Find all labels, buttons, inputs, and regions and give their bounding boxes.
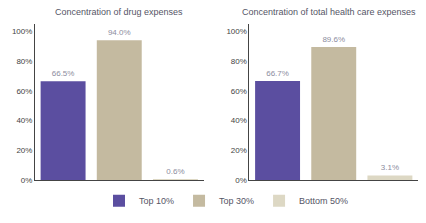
svg-text:Concentration of drug expenses: Concentration of drug expenses: [55, 7, 183, 17]
svg-text:60%: 60%: [231, 87, 247, 96]
svg-text:80%: 80%: [231, 57, 247, 66]
svg-text:80%: 80%: [16, 57, 32, 66]
svg-text:0.6%: 0.6%: [166, 167, 184, 176]
svg-text:66.7%: 66.7%: [266, 69, 289, 78]
svg-text:100%: 100%: [12, 27, 32, 36]
svg-text:66.5%: 66.5%: [52, 69, 75, 78]
svg-text:0%: 0%: [21, 176, 33, 185]
svg-text:0%: 0%: [235, 176, 247, 185]
svg-text:60%: 60%: [16, 87, 32, 96]
svg-text:3.1%: 3.1%: [381, 163, 399, 172]
svg-text:40%: 40%: [231, 116, 247, 125]
svg-text:89.6%: 89.6%: [322, 35, 345, 44]
svg-text:Top 10%: Top 10%: [139, 196, 174, 206]
svg-text:Top 30%: Top 30%: [219, 196, 254, 206]
svg-text:Concentration of total health: Concentration of total health care expen…: [242, 7, 416, 17]
svg-text:94.0%: 94.0%: [108, 28, 131, 37]
svg-text:20%: 20%: [231, 146, 247, 155]
svg-text:100%: 100%: [226, 27, 246, 36]
svg-text:Bottom 50%: Bottom 50%: [299, 196, 348, 206]
svg-text:20%: 20%: [16, 146, 32, 155]
svg-text:40%: 40%: [16, 116, 32, 125]
